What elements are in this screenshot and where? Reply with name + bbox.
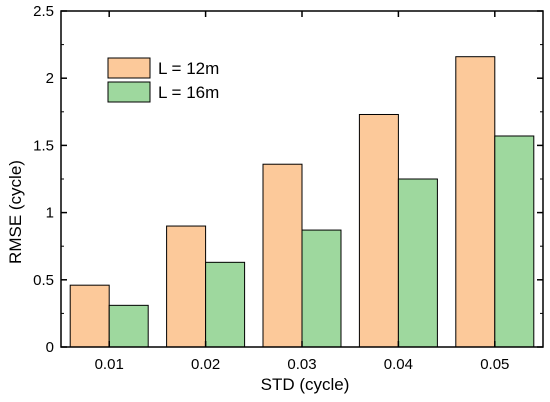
x-tick-label-2: 0.03 xyxy=(287,356,316,373)
bars-group xyxy=(69,56,535,348)
x-tick-label-0: 0.01 xyxy=(95,356,124,373)
y-tick-label-4: 2 xyxy=(46,70,54,87)
bar-l12m-4 xyxy=(455,56,496,348)
bar-l16m-1 xyxy=(205,261,246,348)
legend-label-1: L = 16m xyxy=(158,83,219,102)
y-axis-title: RMSE (cycle) xyxy=(6,160,25,264)
x-tick-label-3: 0.04 xyxy=(384,356,413,373)
bar-l16m-2 xyxy=(301,229,342,348)
y-tick-label-1: 0.5 xyxy=(33,272,54,289)
legend: L = 12m L = 16m xyxy=(107,57,219,103)
legend-swatch-0 xyxy=(107,57,151,79)
y-tick-label-3: 1.5 xyxy=(33,137,54,154)
bar-l12m-2 xyxy=(262,163,303,348)
y-tick-label-2: 1 xyxy=(46,205,54,222)
legend-label-0: L = 12m xyxy=(158,59,219,78)
x-tick-label-1: 0.02 xyxy=(191,356,220,373)
y-tick-label-5: 2.5 xyxy=(33,3,54,20)
x-axis-title: STD (cycle) xyxy=(261,375,350,394)
x-tick-label-4: 0.05 xyxy=(480,356,509,373)
ticks-group: 0 0.5 1 1.5 2 2.5 0.01 0.02 0.03 0.04 0.05 xyxy=(33,3,543,373)
bar-l16m-0 xyxy=(108,304,149,348)
y-tick-label-0: 0 xyxy=(46,339,54,356)
bar-l12m-3 xyxy=(358,113,399,348)
bar-l16m-3 xyxy=(397,178,438,348)
bar-l16m-4 xyxy=(494,135,535,348)
bar-l12m-0 xyxy=(69,284,110,348)
bar-l12m-1 xyxy=(166,225,207,348)
legend-swatch-1 xyxy=(107,81,151,103)
